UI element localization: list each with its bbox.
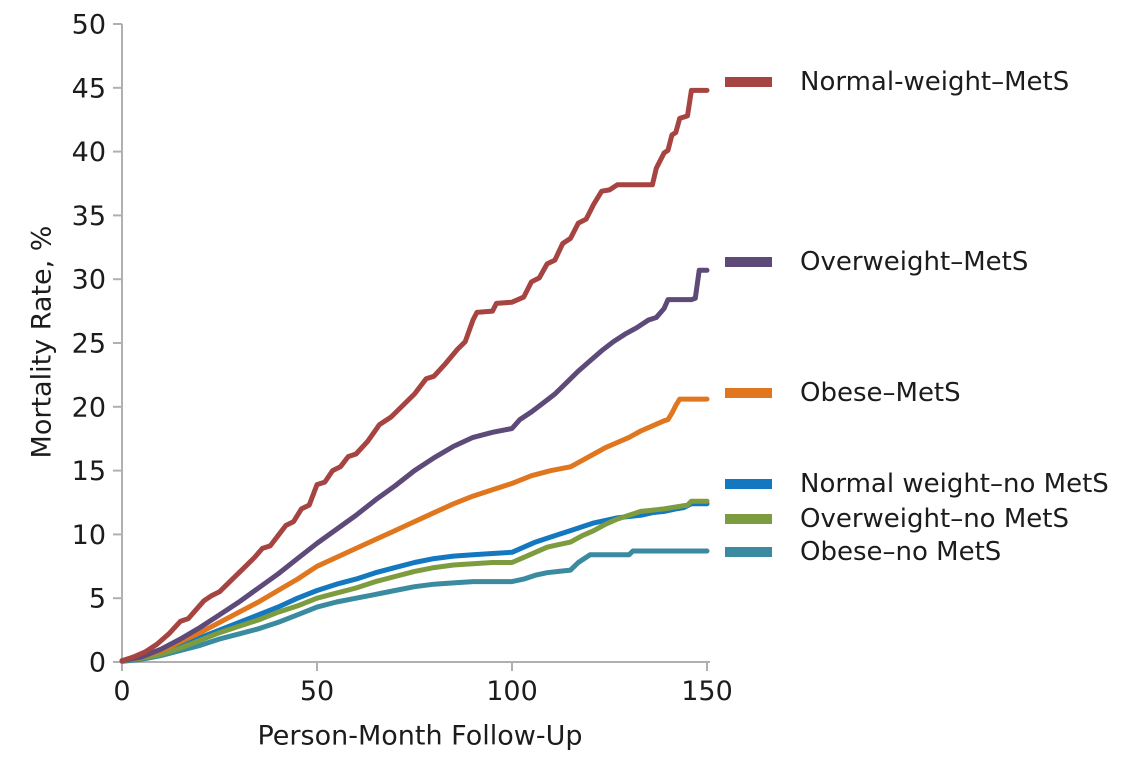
series-line-overweight-mets	[119, 267, 710, 664]
x-tick-label: 0	[113, 676, 130, 707]
x-tick-label: 100	[486, 676, 538, 707]
y-tick-label: 30	[72, 265, 106, 296]
series-line-obese-no-mets	[119, 548, 710, 664]
y-tick-label: 5	[89, 584, 106, 615]
y-tick-label: 20	[72, 392, 106, 423]
y-axis-title: Mortality Rate, %	[26, 225, 58, 459]
y-tick-label: 0	[89, 647, 106, 678]
y-tick-label: 15	[72, 456, 106, 487]
y-tick-label: 10	[72, 520, 106, 551]
y-tick-label: 25	[72, 328, 106, 359]
x-tick-label: 150	[681, 676, 733, 707]
series-line-overweight-no-mets	[119, 498, 710, 664]
y-tick-label: 40	[72, 137, 106, 168]
y-tick-label: 50	[72, 9, 106, 40]
x-tick-label: 50	[300, 676, 334, 707]
x-axis-title: Person-Month Follow-Up	[257, 720, 583, 752]
series-line-normal-weight-no-mets	[119, 501, 710, 664]
y-tick-label: 35	[72, 201, 106, 232]
series-line-normal-weight-mets	[119, 87, 710, 664]
y-tick-label: 45	[72, 73, 106, 104]
series-line-obese-mets	[119, 396, 710, 664]
